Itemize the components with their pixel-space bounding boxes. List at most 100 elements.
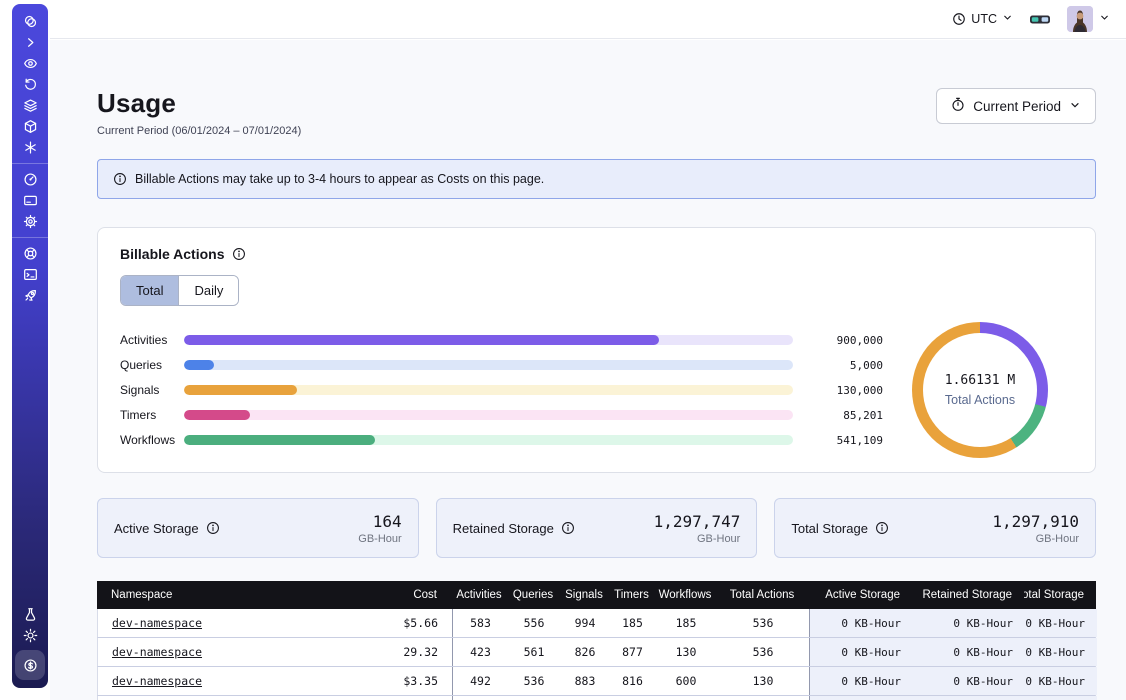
namespace-cell: dev-namespace [98,609,355,637]
user-avatar [1067,6,1093,32]
bar-fill [184,435,375,445]
bar-label: Workflows [120,433,184,447]
namespace-link[interactable]: dev-namespace [112,674,202,688]
layers-icon[interactable] [16,95,44,116]
info-icon[interactable] [232,247,246,261]
table-cell: 883 [560,667,610,695]
table-cell: 0 KB-Hour [809,609,913,637]
chevron-down-icon [1002,12,1013,26]
eye-icon[interactable] [16,53,44,74]
bar-value: 900,000 [811,334,883,347]
table-cell: 536 [508,667,560,695]
chevron-down-icon [1069,99,1081,114]
table-cell: 877 [610,638,655,666]
info-icon[interactable] [875,521,889,535]
clock-icon [952,12,966,26]
sidebar-divider [12,163,48,164]
bar-row-queries: Queries5,000 [120,353,883,378]
column-header-queries: Queries [507,581,559,609]
bar-label: Activities [120,333,184,347]
namespace-cell: dev-namespace [98,667,355,695]
table-cell: 816 [610,667,655,695]
column-header-timers: Timers [609,581,654,609]
bar-label: Signals [120,383,184,397]
tab-daily[interactable]: Daily [178,276,238,305]
table-cell: 561 [508,638,560,666]
bar-track [184,410,793,420]
timezone-selector[interactable]: UTC [952,12,1013,26]
stopwatch-icon [951,97,965,115]
gauge-icon[interactable] [16,169,44,190]
storage-summary-cards: Active Storage164GB-HourRetained Storage… [97,498,1096,558]
table-cell: $5.66 [355,609,452,637]
table-cell: 536 [717,638,809,666]
table-cell: 0 KB-Hour [1025,609,1097,637]
namespace-cell: dev-namespace [98,696,355,700]
column-header-total-actions: Total Actions [716,581,808,609]
table-cell: 826 [560,638,610,666]
namespace-link[interactable]: dev-namespace [112,616,202,630]
storage-card-unit: GB-Hour [654,533,741,545]
table-cell: 29.32 [355,638,452,666]
column-header-total-storage: Total Storage [1024,581,1096,609]
bar-label: Queries [120,358,184,372]
info-icon[interactable] [561,521,575,535]
asterisk-icon[interactable] [16,137,44,158]
tab-total[interactable]: Total [121,276,178,305]
info-icon[interactable] [206,521,220,535]
retained-storage-card: Retained Storage 1,297,747 GB-Hour [436,498,758,558]
rocket-icon[interactable] [16,285,44,306]
table-cell [809,696,913,700]
table-cell: 0 KB-Hour [809,638,913,666]
gear-icon[interactable] [16,211,44,232]
goggles-icon[interactable] [1029,12,1051,27]
table-cell: $3.35 [355,667,452,695]
storage-card-label: Total Storage [791,521,868,536]
lifebuoy-icon[interactable] [16,243,44,264]
table-cell: 536 [717,609,809,637]
storage-card-value: 164 [358,512,401,531]
table-cell: 0 KB-Hour [913,638,1025,666]
bar-fill [184,335,659,345]
table-cell: 994 [560,609,610,637]
table-cell: 185 [610,609,655,637]
terminal-icon[interactable] [16,264,44,285]
table-cell: 0 KB-Hour [1025,667,1097,695]
namespace-usage-table: NamespaceCostActivitiesQueriesSignalsTim… [97,581,1096,700]
info-banner-text: Billable Actions may take up to 3-4 hour… [135,172,544,186]
storage-card-value: 1,297,747 [654,512,741,531]
table-cell [913,696,1025,700]
table-cell [610,696,655,700]
flask-icon[interactable] [16,604,44,625]
cube-icon[interactable] [16,116,44,137]
table-row: dev-namespace$3.354925368838166001300 KB… [97,667,1096,696]
active-storage-card: Active Storage164GB-Hour [97,498,419,558]
dollar-coin-icon[interactable] [15,650,45,680]
credit-card-icon[interactable] [16,190,44,211]
history-icon[interactable] [16,74,44,95]
table-cell: 0 KB-Hour [913,609,1025,637]
table-cell: 130 [655,638,717,666]
chevron-right-icon[interactable] [16,32,44,53]
period-selector-button[interactable]: Current Period [936,88,1096,124]
storage-card-unit: GB-Hour [358,533,401,545]
bar-row-signals: Signals130,000 [120,378,883,403]
billable-actions-bar-chart: Activities 900,000 Queries5,000Signals130,… [120,328,887,453]
sun-icon[interactable] [16,625,44,646]
bar-row-workflows: Workflows 541,109 [120,428,883,453]
table-row: dev-namespace29.324235618268771305360 KB… [97,638,1096,667]
bar-row-timers: Timers85,201 [120,403,883,428]
table-cell: 423 [452,638,508,666]
table-cell [1025,696,1097,700]
table-cell: 556 [508,609,560,637]
page-title: Usage [97,88,301,119]
donut-total-label: Total Actions [945,393,1015,407]
bar-fill [184,360,214,370]
namespace-link[interactable]: dev-namespace [112,645,202,659]
total-storage-card: Total Storage1,297,910GB-Hour [774,498,1096,558]
bar-row-activities: Activities 900,000 [120,328,883,353]
user-menu[interactable] [1067,6,1110,32]
temporal-logo-icon[interactable] [16,11,44,32]
storage-card-label: Retained Storage [453,521,554,536]
bar-value: 541,109 [811,434,883,447]
